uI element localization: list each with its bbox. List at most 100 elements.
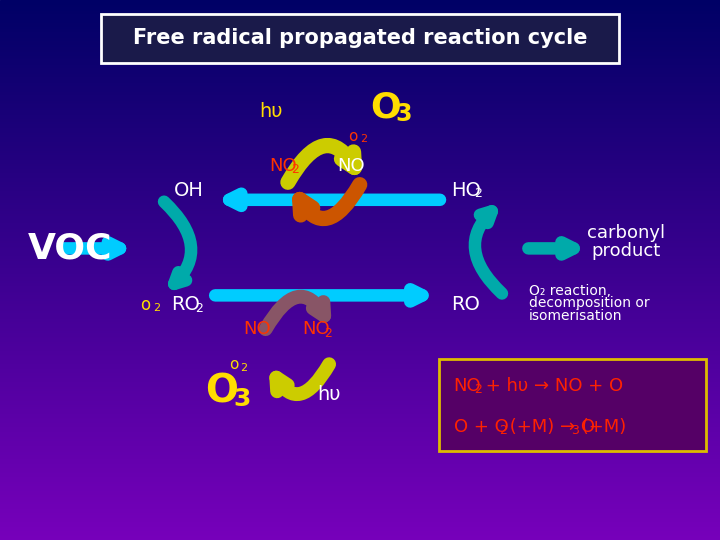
Bar (0, 162, 720, 164)
Bar (0, 270, 720, 272)
Bar (0, 353, 720, 355)
Bar (0, 245, 720, 247)
Bar (0, 45, 720, 47)
Text: isomerisation: isomerisation (529, 309, 623, 323)
Bar (0, 405, 720, 407)
Bar (0, 61, 720, 63)
Bar (0, 155, 720, 157)
Bar (0, 7, 720, 9)
Bar (0, 437, 720, 439)
Bar (0, 72, 720, 74)
Bar (0, 279, 720, 281)
Bar (0, 189, 720, 191)
Bar (0, 486, 720, 488)
Text: VOC: VOC (27, 232, 112, 265)
Bar (0, 488, 720, 490)
Bar (0, 196, 720, 198)
Bar (0, 477, 720, 479)
Bar (0, 290, 720, 292)
Bar (0, 180, 720, 182)
Bar (0, 407, 720, 409)
Bar (0, 83, 720, 85)
Text: (+M): (+M) (576, 417, 626, 436)
Bar (0, 394, 720, 396)
Bar (0, 63, 720, 65)
Bar (0, 295, 720, 297)
Bar (0, 133, 720, 135)
Bar (0, 234, 720, 236)
Bar (0, 336, 720, 339)
Bar (0, 529, 720, 531)
Bar (0, 309, 720, 312)
Bar (0, 447, 720, 448)
Bar (0, 31, 720, 32)
Bar (0, 76, 720, 77)
Bar (0, 342, 720, 344)
Bar (0, 205, 720, 207)
Bar (0, 123, 720, 124)
Bar (0, 482, 720, 484)
Bar (0, 74, 720, 76)
Bar (0, 97, 720, 99)
Bar (0, 104, 720, 106)
Text: 2: 2 (195, 302, 203, 315)
Text: 2: 2 (360, 134, 367, 144)
Bar (0, 358, 720, 360)
Bar (0, 115, 720, 117)
Text: decomposition or: decomposition or (529, 296, 650, 310)
Bar (0, 70, 720, 72)
Text: O: O (370, 91, 401, 125)
Bar (0, 390, 720, 393)
Bar (0, 506, 720, 508)
Bar (0, 355, 720, 356)
Text: 2: 2 (240, 363, 248, 373)
Bar (0, 366, 720, 367)
Bar (0, 185, 720, 187)
Bar (0, 77, 720, 79)
Bar (0, 194, 720, 196)
Bar (0, 117, 720, 119)
Bar (0, 517, 720, 518)
Bar (0, 371, 720, 373)
Bar (0, 518, 720, 520)
Bar (0, 103, 720, 104)
Bar (0, 128, 720, 130)
Bar (0, 140, 720, 142)
Bar (0, 277, 720, 279)
Bar (0, 313, 720, 315)
Bar (0, 120, 720, 123)
Bar (0, 261, 720, 263)
Bar (0, 417, 720, 420)
Bar (0, 191, 720, 193)
Bar (0, 292, 720, 293)
Text: carbonyl: carbonyl (588, 224, 665, 242)
Bar (0, 466, 720, 468)
Bar (0, 515, 720, 517)
Bar (0, 49, 720, 50)
Bar (0, 139, 720, 140)
Bar (0, 52, 720, 54)
Bar (0, 164, 720, 166)
Bar (0, 535, 720, 536)
Bar (0, 198, 720, 200)
Text: 3: 3 (571, 424, 579, 437)
Bar (0, 259, 720, 261)
Bar (0, 501, 720, 502)
Bar (0, 308, 720, 309)
Bar (0, 108, 720, 110)
Bar (0, 96, 720, 97)
Bar (0, 425, 720, 427)
Bar (0, 463, 720, 464)
Bar (0, 457, 720, 459)
Bar (0, 20, 720, 22)
Bar (0, 66, 720, 69)
Bar (0, 193, 720, 194)
Bar (0, 2, 720, 4)
Bar (0, 12, 720, 15)
Bar (0, 38, 720, 39)
Bar (0, 522, 720, 524)
Bar (0, 144, 720, 146)
Bar (0, 430, 720, 432)
Bar (0, 236, 720, 238)
Bar (0, 151, 720, 153)
